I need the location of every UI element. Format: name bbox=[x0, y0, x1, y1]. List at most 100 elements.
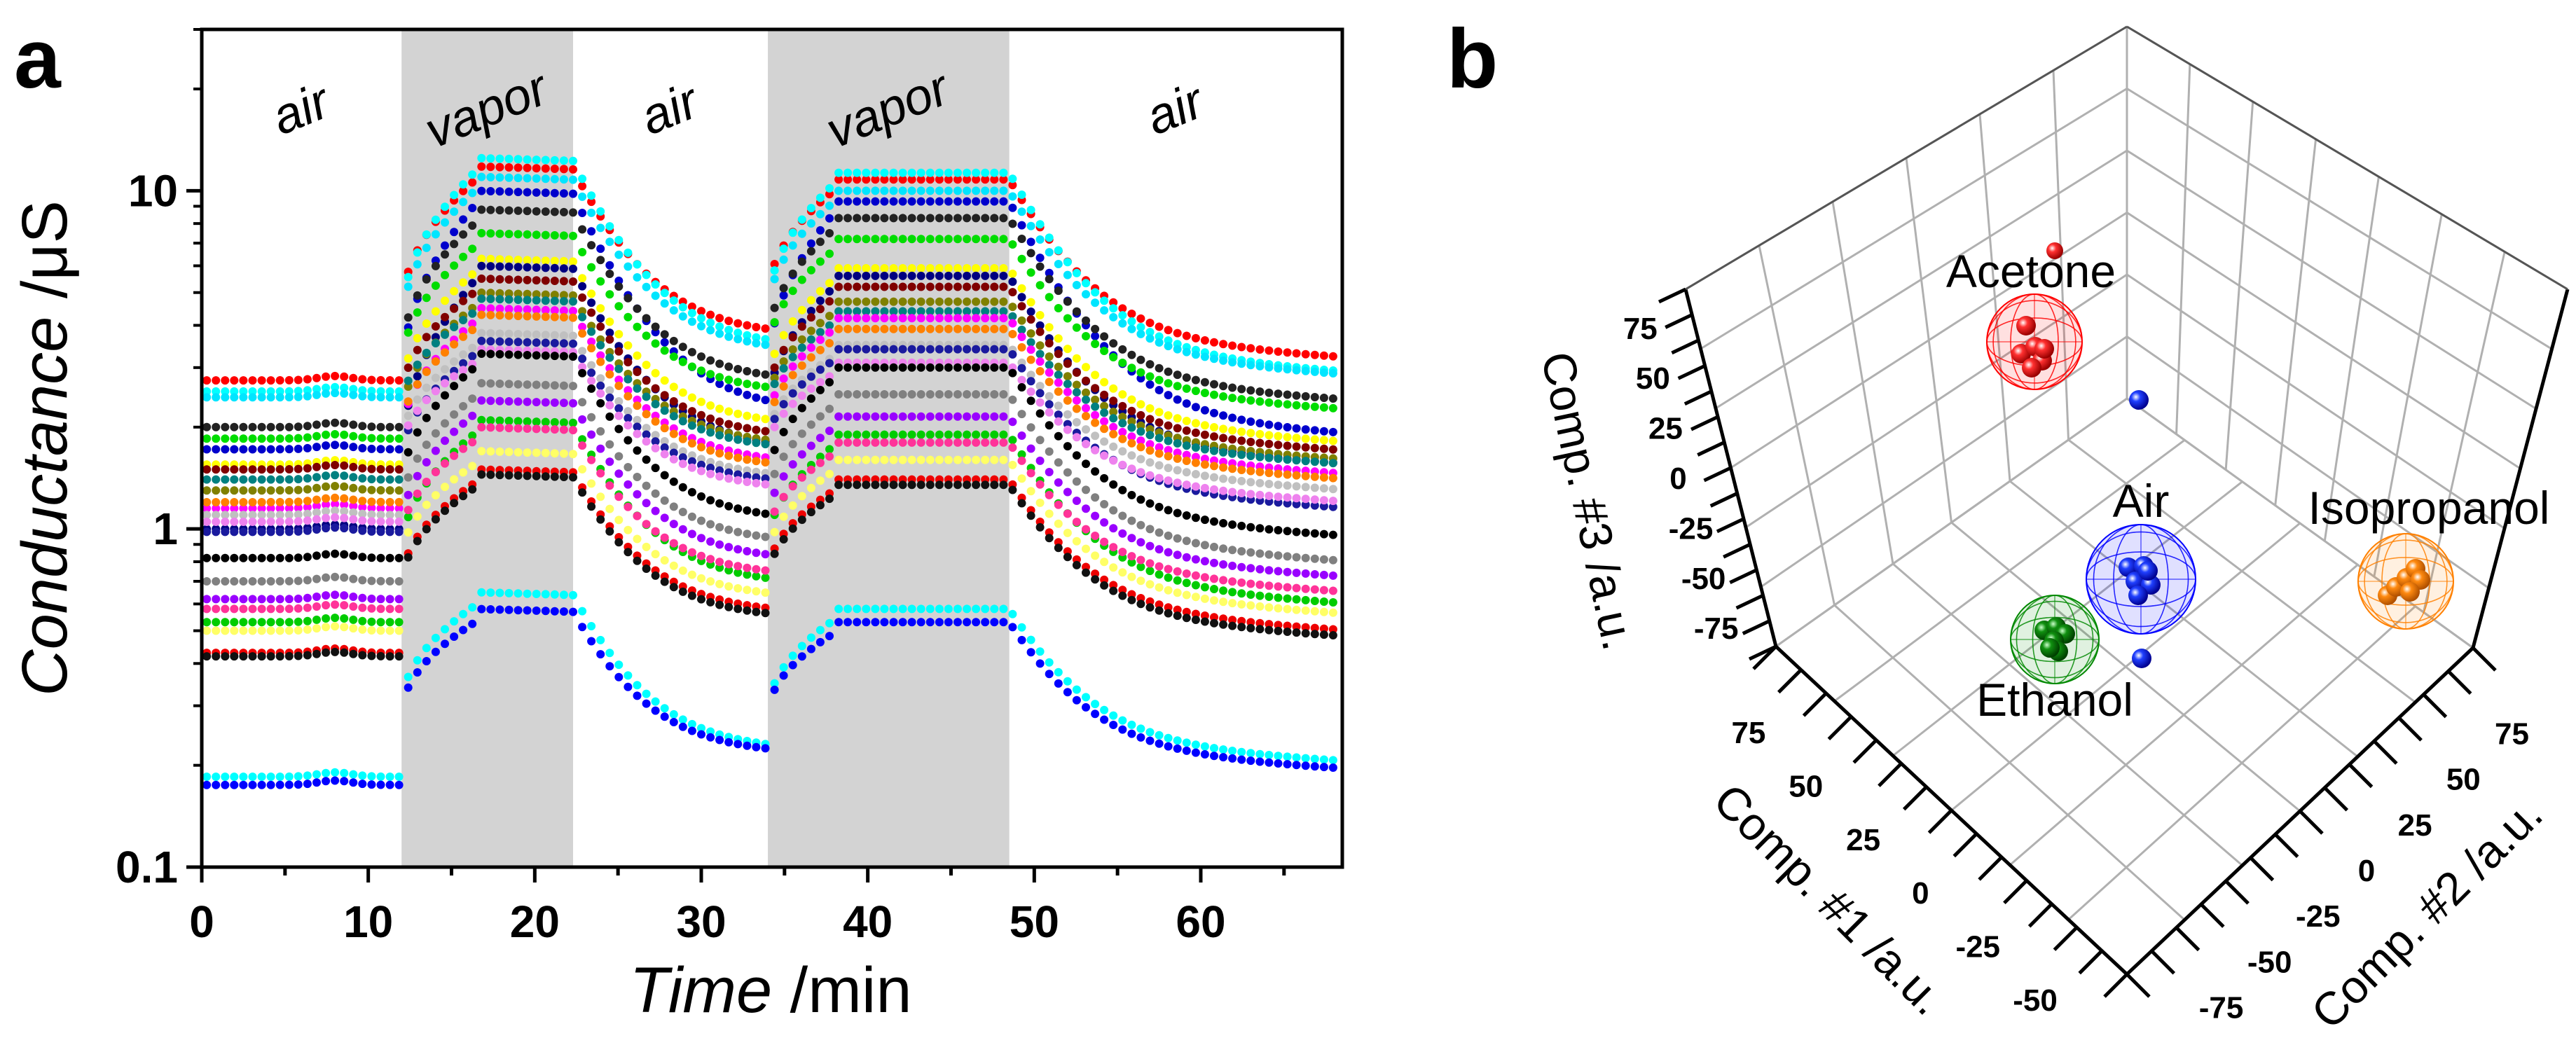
data-point bbox=[331, 600, 340, 609]
data-point bbox=[1082, 363, 1090, 372]
data-point bbox=[1164, 603, 1173, 612]
data-point bbox=[239, 618, 248, 627]
data-point bbox=[935, 214, 944, 223]
data-point bbox=[1164, 452, 1173, 461]
data-point bbox=[1045, 339, 1054, 348]
data-point bbox=[990, 264, 999, 272]
data-point bbox=[385, 445, 394, 454]
data-point bbox=[1210, 596, 1218, 605]
data-point bbox=[1328, 394, 1337, 403]
data-point bbox=[569, 382, 577, 391]
data-point bbox=[907, 480, 916, 490]
data-point bbox=[257, 387, 266, 396]
data-point bbox=[1082, 703, 1090, 712]
data-point bbox=[1164, 391, 1173, 400]
data-point bbox=[770, 318, 779, 327]
data-point bbox=[779, 535, 788, 544]
data-point bbox=[678, 587, 687, 596]
data-point bbox=[1136, 443, 1145, 452]
data-point bbox=[678, 303, 687, 312]
data-point bbox=[907, 390, 916, 399]
data-point bbox=[1164, 464, 1173, 473]
data-point bbox=[202, 780, 212, 789]
data-point bbox=[651, 280, 660, 289]
data-point bbox=[1191, 740, 1200, 749]
data-point bbox=[541, 276, 550, 285]
data-point bbox=[770, 363, 779, 372]
data-point bbox=[1118, 548, 1127, 556]
data-point bbox=[1035, 367, 1045, 375]
data-point bbox=[907, 324, 916, 333]
data-point bbox=[1182, 373, 1191, 382]
data-point bbox=[312, 649, 321, 658]
data-point bbox=[806, 465, 815, 474]
data-point bbox=[404, 364, 413, 372]
data-point bbox=[349, 390, 358, 399]
data-point bbox=[862, 324, 871, 333]
data-point bbox=[963, 314, 972, 323]
data-point bbox=[889, 314, 898, 323]
data-point bbox=[385, 486, 394, 495]
data-point bbox=[367, 553, 376, 562]
data-point bbox=[687, 457, 696, 466]
data-point bbox=[1136, 368, 1145, 377]
data-point bbox=[605, 261, 614, 270]
data-point bbox=[733, 365, 743, 373]
data-point bbox=[1228, 520, 1237, 529]
data-point bbox=[633, 534, 642, 544]
data-point bbox=[532, 188, 541, 197]
data-point bbox=[523, 275, 532, 284]
data-point bbox=[1319, 403, 1328, 412]
data-point bbox=[239, 393, 248, 402]
data-point bbox=[596, 322, 605, 331]
data-point bbox=[1219, 486, 1228, 495]
data-point bbox=[1063, 468, 1072, 477]
data-point bbox=[1118, 359, 1127, 367]
data-point bbox=[1237, 547, 1246, 556]
data-point bbox=[569, 399, 577, 408]
data-point bbox=[441, 330, 449, 339]
data-point bbox=[614, 672, 624, 681]
data-point bbox=[935, 390, 944, 399]
data-point bbox=[1283, 499, 1292, 508]
series-6 bbox=[202, 254, 1337, 469]
data-point bbox=[779, 364, 788, 373]
data-point bbox=[889, 297, 898, 306]
data-point bbox=[413, 428, 422, 437]
data-point bbox=[806, 441, 815, 450]
data-point bbox=[990, 455, 999, 464]
data-point bbox=[880, 214, 889, 223]
data-point bbox=[651, 506, 660, 515]
data-point bbox=[587, 479, 596, 488]
data-point bbox=[669, 352, 678, 361]
data-point bbox=[1265, 469, 1274, 478]
data-point bbox=[1017, 333, 1026, 341]
tick-3d bbox=[2150, 949, 2176, 975]
data-point bbox=[614, 250, 624, 259]
data-point bbox=[880, 235, 889, 244]
data-point bbox=[532, 263, 541, 272]
data-point bbox=[651, 339, 660, 348]
data-point bbox=[660, 496, 669, 505]
data-point bbox=[294, 497, 303, 506]
data-point bbox=[1026, 345, 1035, 354]
data-point bbox=[925, 264, 935, 272]
data-point bbox=[404, 328, 413, 337]
data-point bbox=[1008, 319, 1017, 328]
data-point bbox=[1100, 705, 1109, 714]
data-point bbox=[788, 660, 797, 670]
data-point bbox=[1127, 406, 1136, 415]
data-point bbox=[431, 307, 440, 316]
data-point bbox=[925, 235, 935, 244]
data-point bbox=[1246, 344, 1255, 353]
data-point bbox=[212, 504, 221, 513]
data-point bbox=[697, 455, 705, 464]
data-point bbox=[596, 304, 605, 313]
panel-label-a: a bbox=[14, 12, 62, 106]
data-point bbox=[477, 288, 486, 297]
data-point bbox=[788, 352, 797, 361]
data-point bbox=[340, 383, 349, 392]
data-point bbox=[376, 595, 385, 604]
data-point bbox=[1328, 445, 1337, 454]
data-point bbox=[651, 368, 660, 378]
